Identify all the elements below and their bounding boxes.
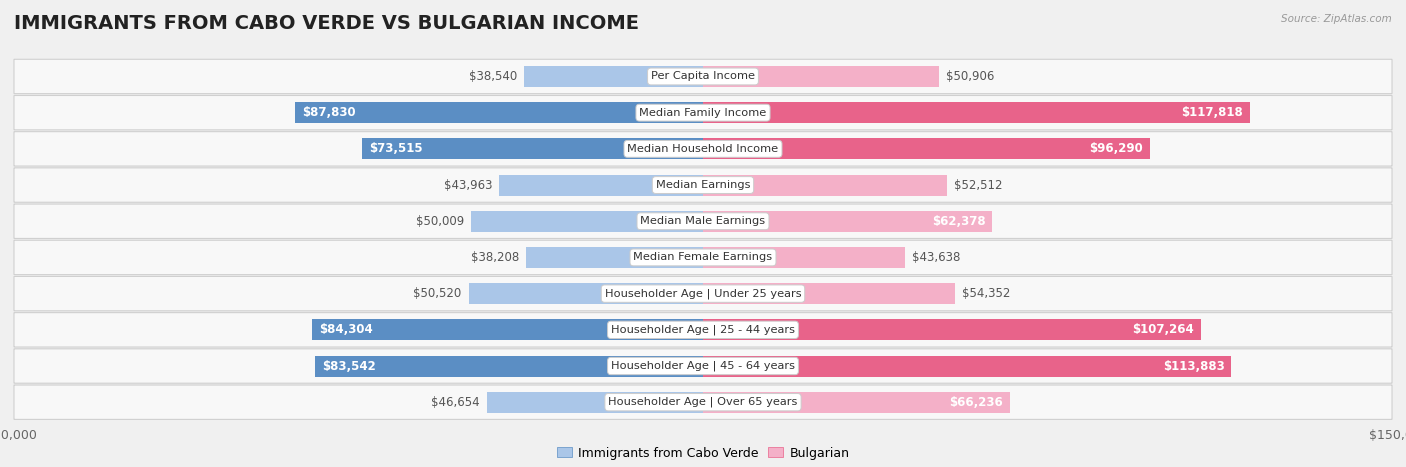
Text: $107,264: $107,264 (1132, 323, 1194, 336)
Text: $96,290: $96,290 (1090, 142, 1143, 156)
Bar (315, 355, 703, 376)
FancyBboxPatch shape (14, 240, 1392, 275)
Text: $113,883: $113,883 (1163, 360, 1225, 373)
Text: $83,542: $83,542 (322, 360, 375, 373)
Legend: Immigrants from Cabo Verde, Bulgarian: Immigrants from Cabo Verde, Bulgarian (551, 442, 855, 465)
Text: $50,009: $50,009 (416, 215, 464, 228)
Bar (703, 392, 1011, 413)
Bar (361, 138, 703, 159)
Text: Median Female Earnings: Median Female Earnings (634, 253, 772, 262)
Text: $50,520: $50,520 (413, 287, 461, 300)
Text: $46,654: $46,654 (432, 396, 479, 409)
Text: $84,304: $84,304 (319, 323, 373, 336)
FancyBboxPatch shape (14, 312, 1392, 347)
Bar (703, 102, 1250, 123)
Text: $38,208: $38,208 (471, 251, 519, 264)
Bar (471, 211, 703, 232)
Text: $66,236: $66,236 (949, 396, 1004, 409)
Bar (703, 175, 946, 196)
Text: $117,818: $117,818 (1181, 106, 1243, 119)
Bar (703, 138, 1150, 159)
Bar (703, 283, 955, 304)
Text: $50,906: $50,906 (946, 70, 994, 83)
FancyBboxPatch shape (14, 204, 1392, 239)
Bar (703, 319, 1201, 340)
Bar (703, 211, 993, 232)
Bar (526, 247, 703, 268)
Text: Householder Age | 45 - 64 years: Householder Age | 45 - 64 years (612, 361, 794, 371)
Text: Householder Age | Over 65 years: Householder Age | Over 65 years (609, 397, 797, 407)
Text: Median Male Earnings: Median Male Earnings (641, 216, 765, 226)
Bar (703, 66, 939, 87)
Text: Median Earnings: Median Earnings (655, 180, 751, 190)
Text: $52,512: $52,512 (953, 178, 1002, 191)
Text: $73,515: $73,515 (368, 142, 422, 156)
Text: Median Household Income: Median Household Income (627, 144, 779, 154)
Bar (468, 283, 703, 304)
Text: Per Capita Income: Per Capita Income (651, 71, 755, 81)
FancyBboxPatch shape (14, 349, 1392, 383)
Bar (295, 102, 703, 123)
FancyBboxPatch shape (14, 95, 1392, 130)
Text: $43,963: $43,963 (443, 178, 492, 191)
Text: $38,540: $38,540 (470, 70, 517, 83)
Text: Householder Age | Under 25 years: Householder Age | Under 25 years (605, 289, 801, 299)
FancyBboxPatch shape (14, 168, 1392, 202)
Bar (703, 247, 905, 268)
FancyBboxPatch shape (14, 59, 1392, 94)
Text: $43,638: $43,638 (912, 251, 960, 264)
Bar (524, 66, 703, 87)
Text: Median Family Income: Median Family Income (640, 108, 766, 118)
Bar (703, 355, 1232, 376)
Bar (486, 392, 703, 413)
FancyBboxPatch shape (14, 132, 1392, 166)
Bar (312, 319, 703, 340)
Text: $54,352: $54,352 (962, 287, 1011, 300)
Text: IMMIGRANTS FROM CABO VERDE VS BULGARIAN INCOME: IMMIGRANTS FROM CABO VERDE VS BULGARIAN … (14, 14, 640, 33)
Text: $62,378: $62,378 (932, 215, 986, 228)
Bar (499, 175, 703, 196)
Text: $87,830: $87,830 (302, 106, 356, 119)
Text: Householder Age | 25 - 44 years: Householder Age | 25 - 44 years (612, 325, 794, 335)
Text: Source: ZipAtlas.com: Source: ZipAtlas.com (1281, 14, 1392, 24)
FancyBboxPatch shape (14, 276, 1392, 311)
FancyBboxPatch shape (14, 385, 1392, 419)
